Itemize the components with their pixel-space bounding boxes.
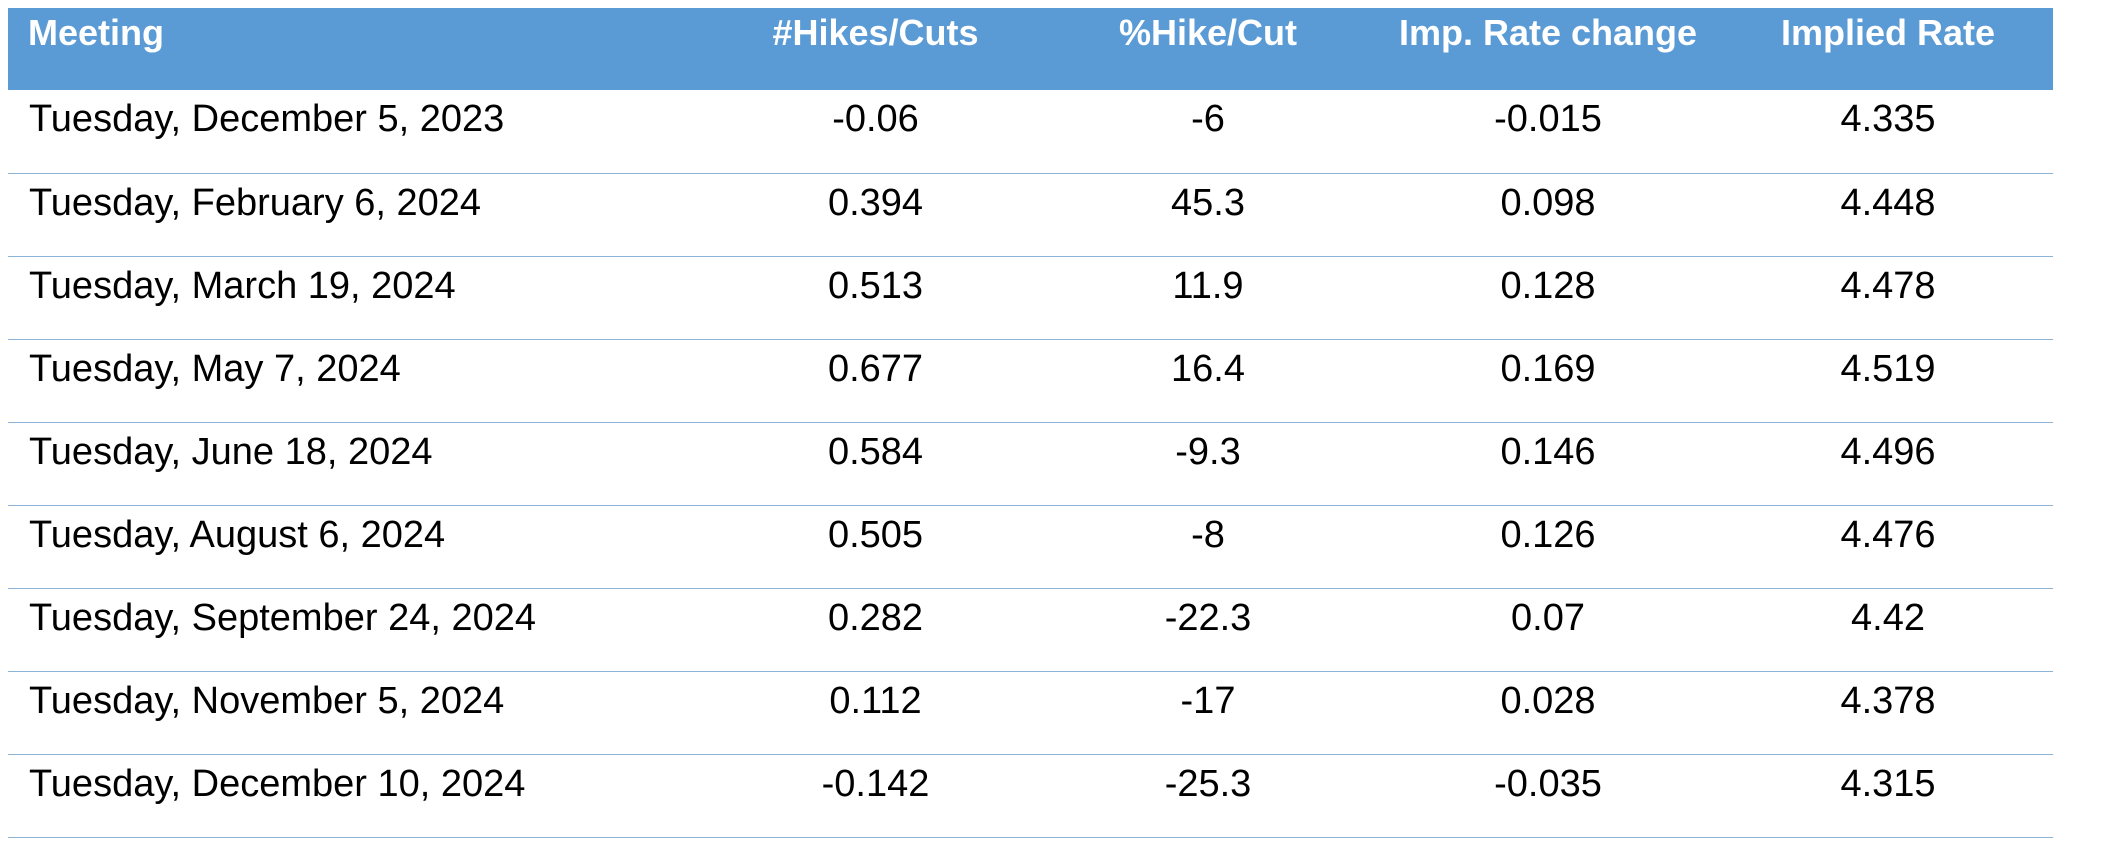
cell-implied-rate: 4.42 xyxy=(1851,596,1925,639)
table-row: Tuesday, November 5, 2024 0.112 -17 0.02… xyxy=(8,671,2053,754)
table-row: Tuesday, August 6, 2024 0.505 -8 0.126 4… xyxy=(8,505,2053,588)
header-pct-hike-cut: %Hike/Cut xyxy=(1118,12,1298,53)
cell-implied-rate: 4.476 xyxy=(1840,513,1936,556)
table-row: Tuesday, May 7, 2024 0.677 16.4 0.169 4.… xyxy=(8,339,2053,422)
cell-pct-hike-cut: 16.4 xyxy=(1171,347,1245,390)
header-hikes-cuts: #Hikes/Cuts xyxy=(772,12,979,53)
cell-pct-hike-cut: 45.3 xyxy=(1171,181,1245,224)
cell-hikes-cuts: 0.584 xyxy=(827,430,924,473)
cell-pct-hike-cut: -25.3 xyxy=(1164,762,1252,805)
table-row: Tuesday, March 19, 2024 0.513 11.9 0.128… xyxy=(8,256,2053,339)
cell-meeting: Tuesday, March 19, 2024 xyxy=(29,264,456,307)
cell-implied-rate: 4.335 xyxy=(1840,98,1936,140)
cell-pct-hike-cut: 11.9 xyxy=(1172,264,1244,307)
cell-implied-rate: 4.478 xyxy=(1840,264,1936,307)
cell-hikes-cuts: -0.06 xyxy=(832,98,919,140)
cell-hikes-cuts: 0.394 xyxy=(827,181,924,224)
cell-imp-rate-change: 0.028 xyxy=(1500,679,1596,722)
cell-meeting: Tuesday, August 6, 2024 xyxy=(29,513,446,556)
table-row: Tuesday, December 5, 2023 -0.06 -6 -0.01… xyxy=(8,90,2053,173)
cell-meeting: Tuesday, December 10, 2024 xyxy=(29,762,526,805)
cell-implied-rate: 4.378 xyxy=(1840,679,1936,722)
header-meeting: Meeting xyxy=(28,12,165,53)
rate-expectations-table-container: Meeting #Hikes/Cuts %Hike/Cut Imp. Rate … xyxy=(8,8,2053,838)
cell-meeting: Tuesday, September 24, 2024 xyxy=(29,596,536,639)
cell-implied-rate: 4.315 xyxy=(1840,762,1936,805)
cell-pct-hike-cut: -6 xyxy=(1191,98,1225,140)
cell-hikes-cuts: 0.677 xyxy=(827,347,924,390)
cell-implied-rate: 4.496 xyxy=(1840,430,1936,473)
rate-expectations-table: Meeting #Hikes/Cuts %Hike/Cut Imp. Rate … xyxy=(8,8,2053,838)
cell-hikes-cuts: 0.505 xyxy=(827,513,924,556)
cell-imp-rate-change: 0.126 xyxy=(1500,513,1596,556)
table-row: Tuesday, June 18, 2024 0.584 -9.3 0.146 … xyxy=(8,422,2053,505)
cell-hikes-cuts: 0.112 xyxy=(829,679,922,722)
cell-imp-rate-change: -0.015 xyxy=(1494,98,1602,140)
cell-meeting: Tuesday, November 5, 2024 xyxy=(29,679,505,722)
cell-meeting: Tuesday, February 6, 2024 xyxy=(29,181,482,224)
cell-imp-rate-change: -0.035 xyxy=(1494,762,1602,805)
header-implied-rate: Implied Rate xyxy=(1780,12,1996,53)
table-row: Tuesday, December 10, 2024 -0.142 -25.3 … xyxy=(8,754,2053,837)
header-imp-rate-change: Imp. Rate change xyxy=(1398,12,1698,53)
cell-hikes-cuts: 0.282 xyxy=(827,596,924,639)
table-row: Tuesday, September 24, 2024 0.282 -22.3 … xyxy=(8,588,2053,671)
table-body: Tuesday, December 5, 2023 -0.06 -6 -0.01… xyxy=(8,90,2053,837)
cell-meeting: Tuesday, June 18, 2024 xyxy=(29,430,433,473)
header-row: Meeting #Hikes/Cuts %Hike/Cut Imp. Rate … xyxy=(8,8,2053,90)
table-row: Tuesday, February 6, 2024 0.394 45.3 0.0… xyxy=(8,173,2053,256)
cell-pct-hike-cut: -8 xyxy=(1191,513,1225,556)
cell-pct-hike-cut: -17 xyxy=(1180,679,1236,722)
cell-meeting: Tuesday, May 7, 2024 xyxy=(29,347,401,390)
cell-meeting: Tuesday, December 5, 2023 xyxy=(29,98,505,140)
cell-hikes-cuts: -0.142 xyxy=(821,762,930,805)
cell-imp-rate-change: 0.128 xyxy=(1500,264,1596,307)
cell-imp-rate-change: 0.07 xyxy=(1511,596,1585,639)
cell-implied-rate: 4.519 xyxy=(1840,347,1936,390)
cell-implied-rate: 4.448 xyxy=(1840,181,1936,224)
cell-imp-rate-change: 0.169 xyxy=(1500,347,1596,390)
cell-imp-rate-change: 0.146 xyxy=(1500,430,1596,473)
cell-pct-hike-cut: -22.3 xyxy=(1164,596,1252,639)
cell-hikes-cuts: 0.513 xyxy=(827,264,924,307)
table-header: Meeting #Hikes/Cuts %Hike/Cut Imp. Rate … xyxy=(8,8,2053,90)
cell-pct-hike-cut: -9.3 xyxy=(1175,430,1241,473)
cell-imp-rate-change: 0.098 xyxy=(1500,181,1596,224)
